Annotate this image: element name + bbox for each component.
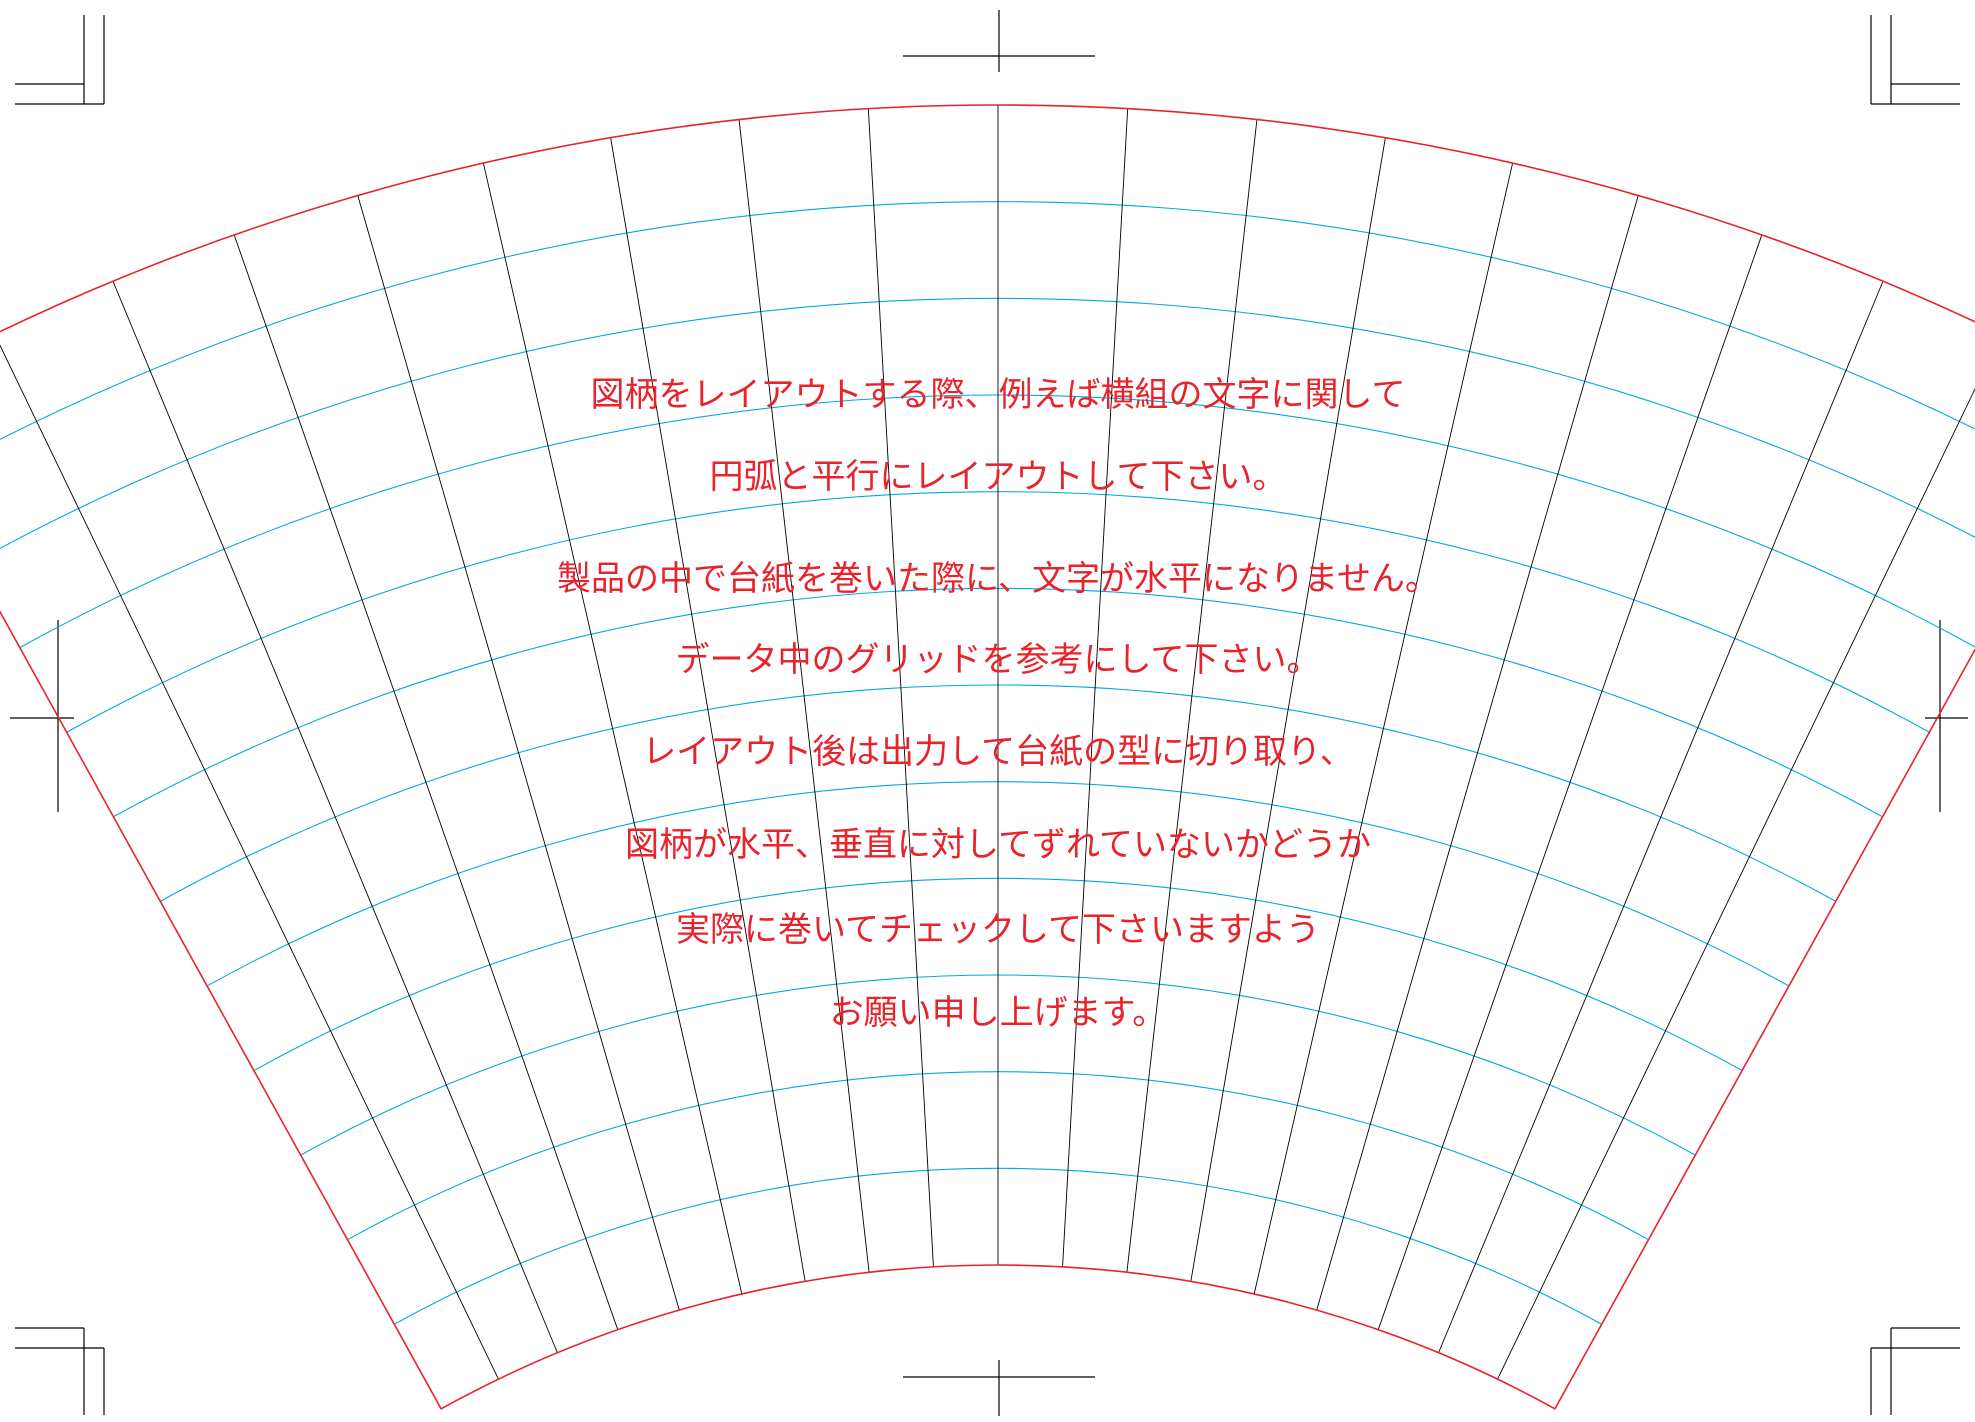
vertical-grid-lines <box>0 105 1975 1380</box>
vertical-grid-line <box>1062 108 1129 1267</box>
vertical-grid-line <box>867 108 934 1267</box>
instruction-line-5: レイアウト後は出力して台紙の型に切り取り、 <box>642 732 1354 772</box>
vertical-grid-line <box>1316 195 1639 1311</box>
arc-grid-line <box>19 394 1975 649</box>
instruction-line-6: 図柄が水平、垂直に対してずれていないかどうか <box>625 825 1371 865</box>
vertical-grid-line <box>738 119 870 1273</box>
instruction-line-1: 図柄をレイアウトする際、例えば横組の文字に関して <box>591 375 1406 415</box>
vertical-grid-line <box>1377 234 1763 1330</box>
register-mark-bottom <box>903 1360 1095 1416</box>
instruction-line-3: 製品の中で台紙を巻いた際に、文字が水平になりません。 <box>557 559 1439 599</box>
instruction-line-2: 円弧と平行にレイアウトして下さい。 <box>710 457 1287 497</box>
instruction-line-7: 実際に巻いてチェックして下さいますよう <box>676 910 1320 950</box>
crop-mark-bottom-left <box>15 1327 105 1415</box>
vertical-grid-line <box>1497 387 1975 1380</box>
vertical-grid-line <box>112 281 558 1353</box>
sleeve-outline <box>0 104 1975 1410</box>
register-mark-right <box>1925 620 1968 812</box>
register-mark-top <box>903 10 1095 72</box>
crop-marks <box>10 10 1968 1416</box>
instruction-line-8: お願い申し上げます。 <box>830 993 1167 1033</box>
vertical-grid-line <box>1190 137 1386 1282</box>
crop-mark-bottom-right <box>1870 1327 1960 1415</box>
crop-mark-top-right <box>1870 15 1960 105</box>
vertical-grid-line <box>1253 162 1514 1295</box>
crop-mark-top-left <box>15 15 105 105</box>
vertical-grid-line <box>233 234 619 1330</box>
vertical-grid-line <box>482 162 743 1295</box>
vertical-grid-line <box>1438 281 1884 1353</box>
vertical-grid-line <box>1126 119 1258 1273</box>
vertical-grid-line <box>610 137 806 1282</box>
arc-grid-line <box>0 297 1975 550</box>
instruction-text: 図柄をレイアウトする際、例えば横組の文字に関して 円弧と平行にレイアウトして下さ… <box>557 375 1439 1033</box>
arc-grid-line <box>0 201 1975 441</box>
vertical-grid-line <box>0 344 499 1380</box>
vertical-grid-line <box>357 195 680 1311</box>
instruction-line-4: データ中のグリッドを参考にして下さい。 <box>676 640 1321 680</box>
